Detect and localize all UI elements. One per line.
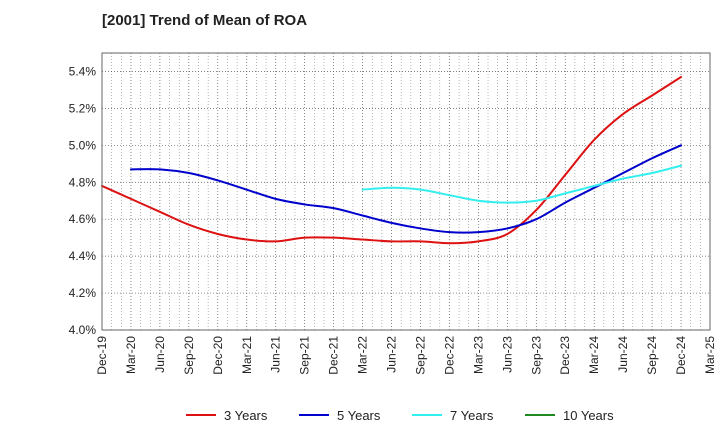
legend-label-7-years: 7 Years <box>450 408 494 423</box>
legend-label-10-years: 10 Years <box>563 408 614 423</box>
x-tick-label: Dec-24 <box>674 336 688 375</box>
y-tick-label: 5.2% <box>69 101 97 115</box>
x-tick-label: Dec-19 <box>95 336 109 375</box>
x-tick-label: Dec-21 <box>327 336 341 375</box>
x-tick-label: Mar-21 <box>240 336 254 374</box>
plot-frame <box>101 52 711 331</box>
x-tick-label: Sep-21 <box>298 336 312 375</box>
legend-label-5-years: 5 Years <box>337 408 381 423</box>
legend-label-3-years: 3 Years <box>224 408 268 423</box>
y-tick-label: 4.6% <box>69 212 97 226</box>
y-tick-label: 4.8% <box>69 175 97 189</box>
legend: 3 Years 5 Years 7 Years 10 Years <box>186 408 614 423</box>
x-tick-label: Sep-23 <box>529 336 543 375</box>
x-tick-label: Jun-21 <box>269 336 283 373</box>
series-line-5-years <box>129 144 683 234</box>
chart-title: [2001] Trend of Mean of ROA <box>102 12 308 29</box>
x-tick-label: Dec-22 <box>442 336 456 375</box>
x-tick-label: Mar-25 <box>703 336 717 374</box>
y-tick-label: 4.2% <box>69 286 97 300</box>
y-tick-label: 5.0% <box>69 138 97 152</box>
x-tick-label: Sep-22 <box>413 336 427 375</box>
x-tick-label: Sep-20 <box>182 336 196 375</box>
y-tick-label: 4.0% <box>69 323 97 337</box>
plot-area <box>102 53 710 330</box>
series-layer <box>101 76 683 245</box>
x-tick-label: Mar-20 <box>124 336 138 374</box>
x-tick-label: Mar-23 <box>471 336 485 374</box>
x-tick-label: Mar-22 <box>356 336 370 374</box>
series-line-3-years <box>101 76 683 245</box>
x-tick-label: Jun-22 <box>385 336 399 373</box>
series-line-7-years <box>361 164 683 204</box>
y-tick-label: 4.4% <box>69 249 97 263</box>
x-tick-label: Jun-20 <box>153 336 167 373</box>
x-tick-label: Dec-20 <box>211 336 225 375</box>
x-tick-label: Dec-23 <box>558 336 572 375</box>
axis-layer: 4.0% 4.2% 4.4% 4.6% 4.8% 5.0% 5.2% 5.4% Dec-19 Ma… <box>69 52 717 375</box>
x-tick-label: Mar-24 <box>587 336 601 374</box>
x-tick-label: Jun-23 <box>500 336 514 373</box>
y-tick-label: 5.4% <box>69 64 97 78</box>
x-tick-label: Jun-24 <box>616 336 630 373</box>
x-tick-label: Sep-24 <box>645 336 659 375</box>
grid-layer <box>102 53 710 330</box>
